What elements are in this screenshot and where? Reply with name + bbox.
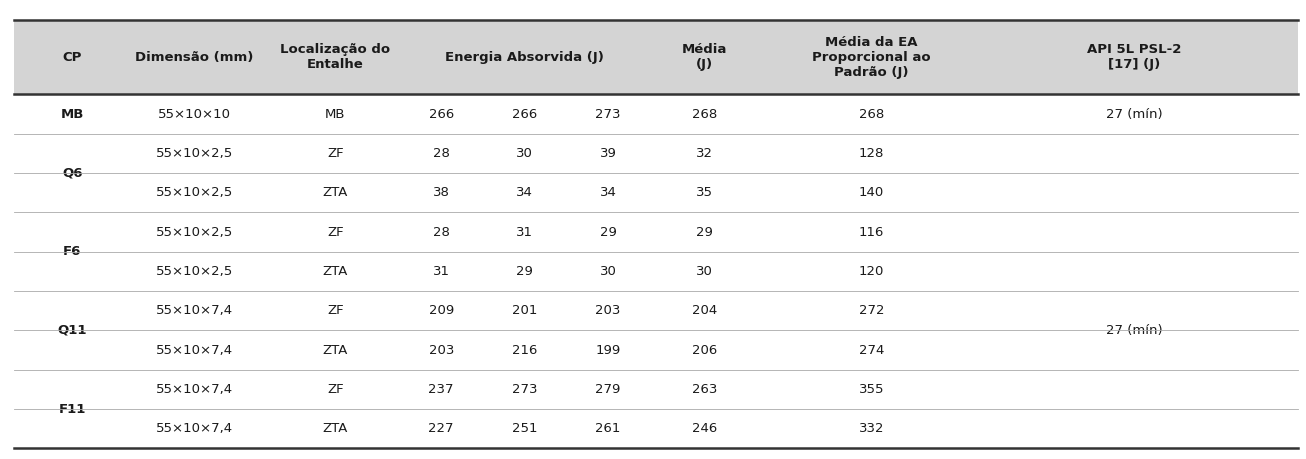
Text: MB: MB (325, 107, 346, 121)
Text: 261: 261 (596, 422, 620, 435)
Text: 251: 251 (512, 422, 538, 435)
Text: 203: 203 (428, 344, 454, 357)
Text: 203: 203 (596, 304, 620, 317)
Bar (14, 95, 1298, 134)
Text: 27 (mín): 27 (mín) (1106, 324, 1162, 337)
Bar (14, 20, 1298, 95)
Text: 273: 273 (596, 107, 620, 121)
Bar (14, 252, 1298, 291)
Text: 55×10×7,4: 55×10×7,4 (155, 344, 232, 357)
Text: 332: 332 (858, 422, 884, 435)
Text: 266: 266 (512, 107, 537, 121)
Text: 29: 29 (516, 265, 533, 278)
Text: 246: 246 (692, 422, 717, 435)
Text: 227: 227 (428, 422, 454, 435)
Text: 216: 216 (512, 344, 537, 357)
Text: 355: 355 (858, 383, 884, 396)
Text: 268: 268 (692, 107, 717, 121)
Text: 201: 201 (512, 304, 537, 317)
Bar (14, 213, 1298, 252)
Text: 206: 206 (692, 344, 717, 357)
Text: 55×10×2,5: 55×10×2,5 (155, 265, 232, 278)
Text: 55×10×2,5: 55×10×2,5 (155, 147, 232, 160)
Text: 34: 34 (599, 186, 616, 199)
Text: 29: 29 (696, 225, 713, 239)
Text: Média da EA
Proporcional ao
Padrão (J): Média da EA Proporcional ao Padrão (J) (812, 35, 931, 78)
Text: 30: 30 (516, 147, 533, 160)
Text: 30: 30 (599, 265, 616, 278)
Text: 31: 31 (432, 265, 449, 278)
Text: Média
(J): Média (J) (682, 43, 727, 71)
Bar (14, 370, 1298, 409)
Text: MB: MB (60, 107, 84, 121)
Text: 55×10×7,4: 55×10×7,4 (155, 383, 232, 396)
Text: ZTA: ZTA (323, 265, 347, 278)
Text: F11: F11 (59, 403, 86, 416)
Text: Localização do
Entalhe: Localização do Entalhe (281, 43, 390, 71)
Bar (14, 330, 1298, 370)
Text: 38: 38 (432, 186, 449, 199)
Text: Q6: Q6 (61, 167, 82, 179)
Text: 268: 268 (858, 107, 884, 121)
Text: ZF: ZF (326, 225, 343, 239)
Text: F6: F6 (63, 245, 81, 258)
Text: 274: 274 (858, 344, 884, 357)
Text: 204: 204 (692, 304, 717, 317)
Text: Dimensão (mm): Dimensão (mm) (135, 50, 253, 63)
Text: 116: 116 (858, 225, 884, 239)
Text: 272: 272 (858, 304, 884, 317)
Bar (14, 173, 1298, 213)
Text: 34: 34 (516, 186, 533, 199)
Text: 55×10×10: 55×10×10 (158, 107, 231, 121)
Text: ZTA: ZTA (323, 344, 347, 357)
Text: 27 (mín): 27 (mín) (1106, 107, 1162, 121)
Bar (14, 291, 1298, 330)
Text: Energia Absorvida (J): Energia Absorvida (J) (445, 50, 605, 63)
Text: 209: 209 (428, 304, 454, 317)
Text: 28: 28 (432, 147, 449, 160)
Text: 32: 32 (696, 147, 713, 160)
Text: ZF: ZF (326, 383, 343, 396)
Text: 279: 279 (596, 383, 620, 396)
Text: 55×10×2,5: 55×10×2,5 (155, 186, 232, 199)
Text: 55×10×2,5: 55×10×2,5 (155, 225, 232, 239)
Text: 263: 263 (692, 383, 717, 396)
Text: 30: 30 (696, 265, 713, 278)
Text: 55×10×7,4: 55×10×7,4 (155, 422, 232, 435)
Text: 29: 29 (599, 225, 616, 239)
Text: API 5L PSL-2
[17] (J): API 5L PSL-2 [17] (J) (1087, 43, 1182, 71)
Text: 28: 28 (432, 225, 449, 239)
Text: ZTA: ZTA (323, 186, 347, 199)
Text: 273: 273 (512, 383, 538, 396)
Bar (14, 409, 1298, 448)
Text: ZTA: ZTA (323, 422, 347, 435)
Text: Q11: Q11 (57, 324, 88, 337)
Bar (14, 134, 1298, 173)
Text: ZF: ZF (326, 147, 343, 160)
Text: 128: 128 (858, 147, 884, 160)
Text: 120: 120 (858, 265, 884, 278)
Text: 199: 199 (596, 344, 620, 357)
Text: 55×10×7,4: 55×10×7,4 (155, 304, 232, 317)
Text: CP: CP (63, 50, 82, 63)
Text: 266: 266 (428, 107, 454, 121)
Text: 237: 237 (428, 383, 454, 396)
Text: ZF: ZF (326, 304, 343, 317)
Text: 35: 35 (696, 186, 713, 199)
Text: 31: 31 (516, 225, 533, 239)
Text: 140: 140 (858, 186, 884, 199)
Text: 39: 39 (599, 147, 616, 160)
